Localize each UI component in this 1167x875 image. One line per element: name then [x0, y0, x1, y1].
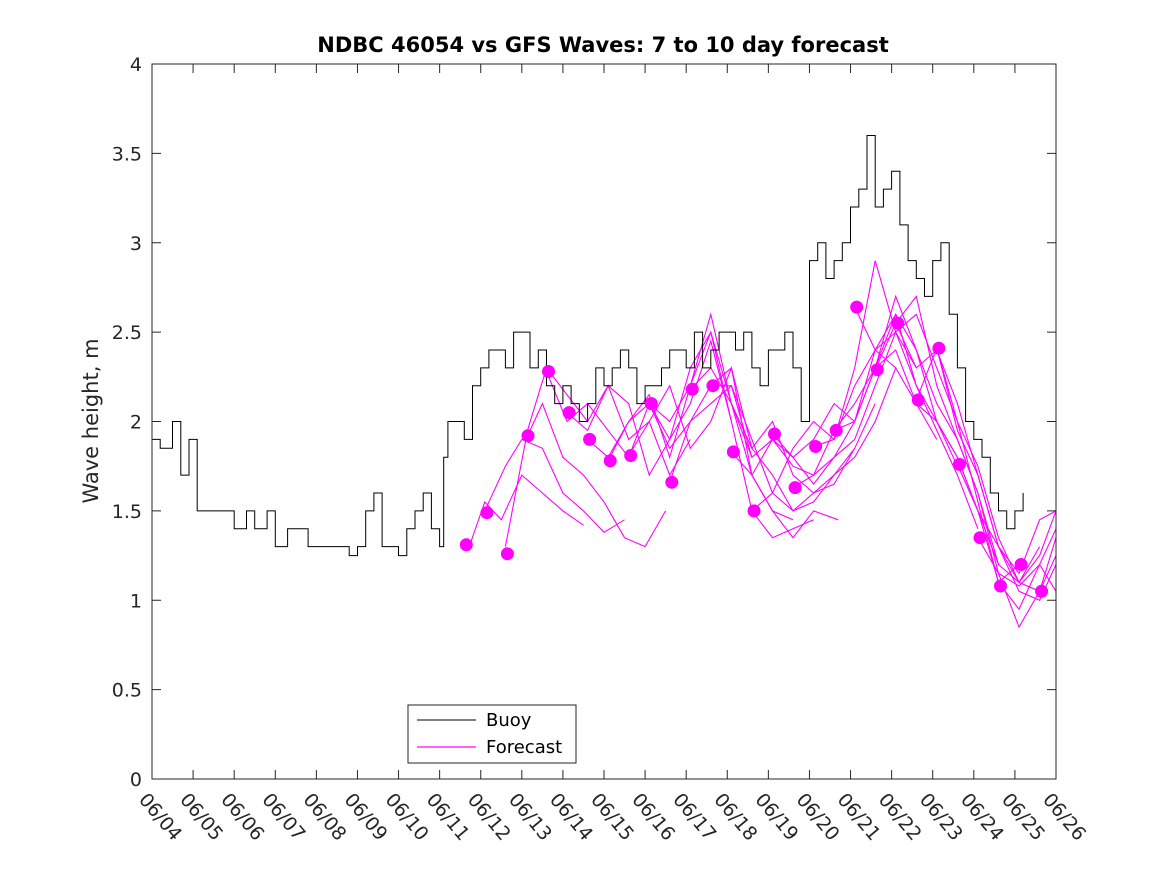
forecast-marker — [644, 397, 658, 411]
x-tick-label: 06/14 — [545, 789, 597, 845]
forecast-marker — [809, 440, 823, 453]
forecast-marker — [1014, 558, 1028, 571]
forecast-marker — [932, 341, 946, 355]
forecast-marker — [459, 538, 473, 552]
y-tick-label: 3.5 — [112, 143, 142, 165]
y-tick-label: 3 — [130, 233, 142, 255]
forecast-marker — [1035, 584, 1049, 598]
forecast-marker — [706, 379, 720, 393]
forecast-run-line — [469, 474, 584, 544]
x-tick-label: 06/21 — [833, 789, 885, 845]
buoy-line — [152, 135, 1024, 557]
forecast-marker — [973, 531, 987, 545]
forecast-run-line — [874, 295, 1057, 629]
forecast-marker — [665, 475, 679, 489]
forecast-marker — [911, 393, 925, 407]
forecast-run-line — [566, 330, 753, 477]
forecast-marker — [952, 457, 966, 471]
forecast-run-line — [689, 366, 897, 494]
forecast-marker — [829, 423, 843, 437]
forecast-marker — [726, 445, 740, 459]
x-tick-label: 06/09 — [340, 789, 392, 845]
y-tick-label: 1 — [130, 590, 142, 612]
forecast-marker — [542, 365, 555, 378]
y-tick-label: 2 — [130, 412, 142, 434]
forecast-run-line — [607, 339, 814, 539]
plot-area — [152, 135, 1057, 629]
forecast-marker — [685, 382, 699, 396]
forecast-run-line — [484, 438, 625, 533]
forecast-marker — [788, 481, 802, 495]
x-tick-label: 06/22 — [874, 789, 926, 845]
x-tick-label: 06/19 — [751, 789, 803, 845]
forecast-run-line — [730, 349, 938, 477]
forecast-marker — [500, 547, 514, 561]
chart-title: NDBC 46054 vs GFS Waves: 7 to 10 day for… — [317, 33, 888, 57]
y-tick-label: 1.5 — [112, 501, 142, 523]
forecast-run-line — [545, 330, 732, 459]
y-tick-label: 2.5 — [112, 322, 142, 344]
legend-forecast-label: Forecast — [486, 737, 562, 758]
x-tick-label: 06/18 — [709, 789, 761, 845]
axes: 00.511.522.533.5406/0406/0506/0606/0706/… — [112, 54, 1090, 845]
axes-box — [151, 63, 1057, 780]
y-axis-label: Wave height, m — [79, 338, 103, 503]
forecast-marker — [870, 363, 884, 377]
x-tick-label: 06/20 — [792, 789, 844, 845]
legend: Buoy Forecast — [407, 704, 577, 764]
forecast-run-line — [977, 537, 1057, 592]
forecast-marker — [768, 427, 781, 441]
forecast-marker — [994, 579, 1007, 593]
forecast-marker — [747, 504, 761, 518]
forecast-run-line — [587, 312, 794, 521]
x-tick-label: 06/26 — [1038, 789, 1090, 845]
legend-box — [407, 704, 577, 764]
legend-buoy-label: Buoy — [486, 710, 532, 731]
x-tick-label: 06/04 — [134, 789, 186, 845]
forecast-marker — [624, 449, 638, 462]
forecast-marker — [562, 406, 576, 420]
forecast-run-line — [504, 402, 667, 548]
x-tick-label: 06/07 — [257, 789, 309, 845]
forecast-marker — [891, 316, 905, 330]
x-tick-label: 06/15 — [586, 789, 638, 845]
forecast-marker — [583, 432, 597, 446]
x-tick-label: 06/24 — [956, 789, 1008, 845]
forecast-run-line — [648, 384, 856, 512]
x-tick-label: 06/08 — [299, 789, 351, 845]
x-tick-label: 06/10 — [381, 789, 433, 845]
forecast-marker — [521, 429, 535, 443]
x-tick-label: 06/16 — [627, 789, 679, 845]
forecast-run-line — [669, 366, 876, 512]
forecast-marker — [480, 506, 494, 520]
x-tick-label: 06/23 — [915, 789, 967, 845]
x-tick-label: 06/13 — [504, 789, 556, 845]
y-tick-label: 0.5 — [112, 680, 142, 702]
forecast-marker — [850, 300, 864, 314]
forecast-run-line — [936, 348, 1057, 584]
x-tick-label: 06/05 — [175, 789, 227, 845]
x-tick-label: 06/17 — [668, 789, 720, 845]
x-tick-label: 06/06 — [216, 789, 268, 845]
x-tick-label: 06/25 — [997, 789, 1049, 845]
x-tick-label: 06/12 — [463, 789, 515, 845]
y-tick-label: 4 — [130, 54, 142, 76]
forecast-marker — [603, 454, 617, 468]
x-tick-label: 06/11 — [422, 789, 474, 845]
forecast-run-line — [833, 294, 1041, 584]
forecast-run-line — [751, 349, 958, 512]
y-tick-label: 0 — [130, 769, 142, 791]
